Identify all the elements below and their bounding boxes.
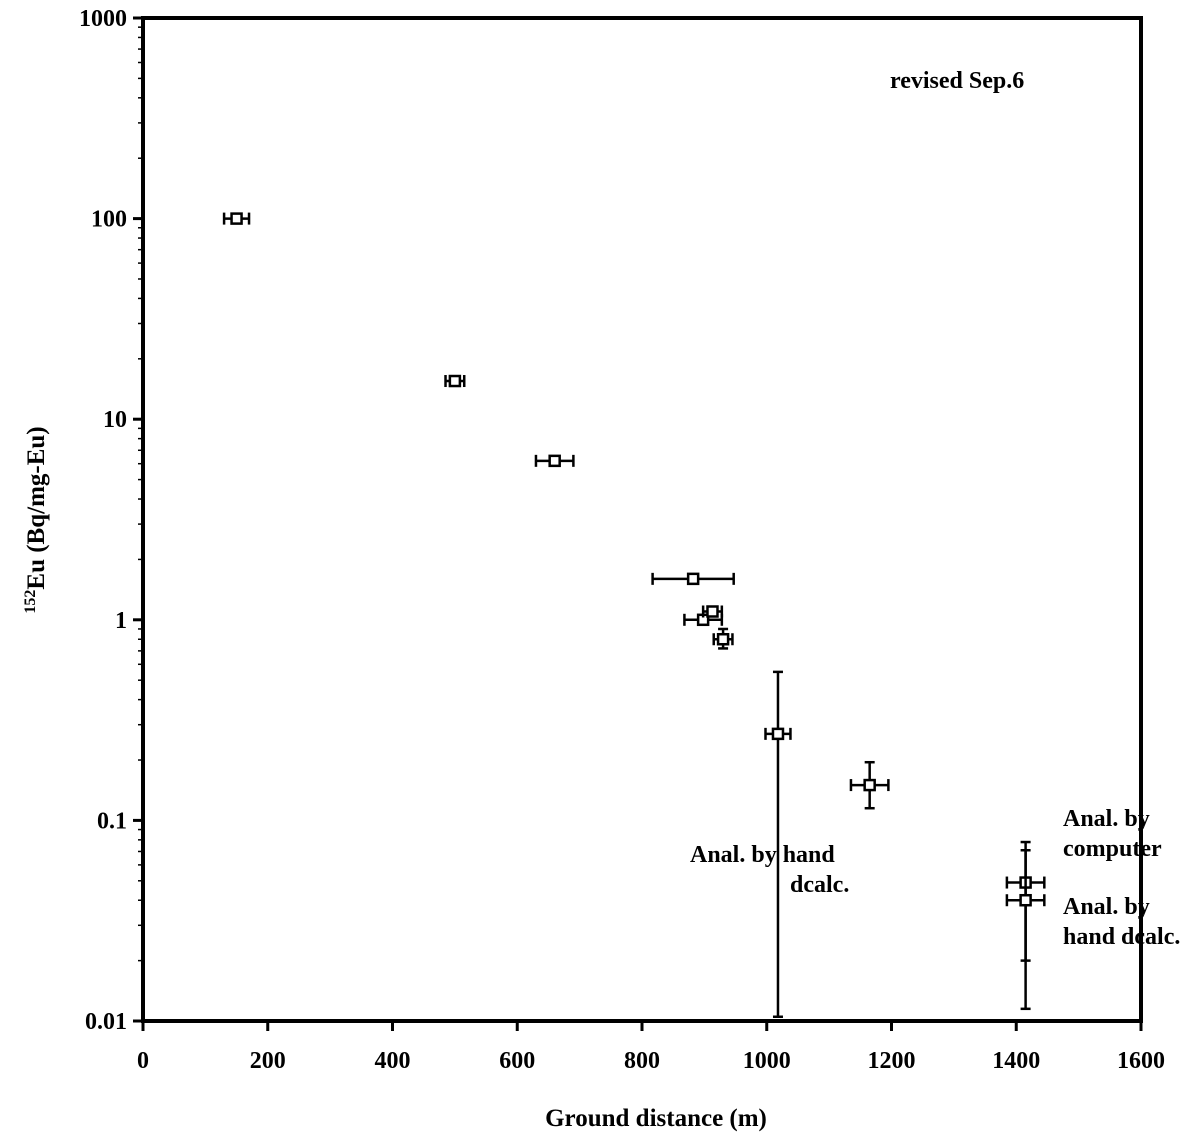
x-tick-label-5: 1000 bbox=[743, 1048, 791, 1074]
point-marker bbox=[230, 212, 243, 225]
y-tick-label-3: 1 bbox=[115, 608, 127, 634]
data-point-0 bbox=[222, 212, 251, 225]
y-axis-title-superscript: 152 bbox=[22, 590, 39, 614]
anal-hand-right-line2: hand dcalc. bbox=[1063, 924, 1180, 950]
y-axis-title: 152Eu (Bq/mg-Eu) bbox=[22, 426, 50, 613]
point-marker bbox=[706, 605, 719, 618]
data-point-1 bbox=[444, 374, 466, 388]
revised-note: revised Sep.6 bbox=[890, 68, 1024, 94]
x-axis: 0 200 400 600 800 1000 1200 1400 1600 bbox=[137, 1021, 1165, 1074]
x-tick-label-6: 1200 bbox=[868, 1048, 916, 1074]
y-tick-label-2: 10 bbox=[103, 407, 127, 433]
data-point-3 bbox=[651, 572, 735, 586]
point-marker bbox=[686, 572, 700, 586]
anal-hand-left-line2: dcalc. bbox=[790, 872, 849, 898]
data-point-7 bbox=[764, 670, 792, 1018]
y-tick-label-1: 100 bbox=[91, 207, 127, 233]
x-tick-label-1: 200 bbox=[250, 1048, 286, 1074]
x-tick-label-2: 400 bbox=[375, 1048, 411, 1074]
y-tick-label-0: 1000 bbox=[79, 6, 127, 32]
anal-hand-right-line1: Anal. by bbox=[1063, 894, 1150, 920]
plot-frame bbox=[141, 16, 1143, 1023]
data-points bbox=[222, 212, 1046, 1018]
point-marker bbox=[716, 632, 730, 646]
point-marker bbox=[1019, 893, 1032, 907]
data-point-10 bbox=[1005, 848, 1046, 1011]
y-tick-label-4: 0.1 bbox=[97, 808, 127, 834]
point-marker bbox=[448, 374, 462, 388]
y-axis: 1000 100 10 1 0.1 0.01 bbox=[79, 6, 143, 1035]
y-tick-label-5: 0.01 bbox=[85, 1009, 127, 1035]
point-marker bbox=[771, 727, 785, 741]
data-point-2 bbox=[534, 454, 575, 468]
x-tick-label-3: 600 bbox=[499, 1048, 535, 1074]
x-tick-label-4: 800 bbox=[624, 1048, 660, 1074]
point-marker bbox=[863, 778, 876, 792]
x-tick-label-7: 1400 bbox=[992, 1048, 1040, 1074]
x-axis-title: Ground distance (m) bbox=[545, 1105, 767, 1132]
x-tick-label-8: 1600 bbox=[1117, 1048, 1165, 1074]
y-axis-title-text: Eu (Bq/mg-Eu) bbox=[23, 426, 50, 589]
data-point-8 bbox=[849, 760, 890, 810]
anal-hand-left-line1: Anal. by hand bbox=[690, 842, 835, 868]
anal-computer-line2: computer bbox=[1063, 836, 1162, 862]
x-tick-label-0: 0 bbox=[137, 1048, 149, 1074]
data-point-5 bbox=[701, 605, 724, 618]
point-marker bbox=[548, 454, 561, 468]
anal-computer-line1: Anal. by bbox=[1063, 806, 1150, 832]
data-point-6 bbox=[712, 627, 734, 650]
